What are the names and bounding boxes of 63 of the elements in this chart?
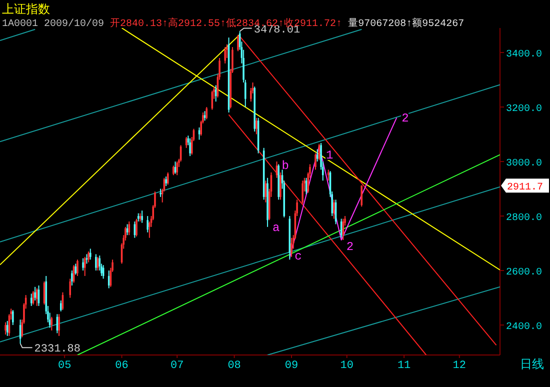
candlestick [34, 286, 36, 301]
candlestick [76, 259, 78, 276]
text: 日线 [520, 357, 544, 371]
annotation: a [272, 220, 280, 235]
candlestick [82, 258, 84, 272]
candlestick [224, 46, 226, 64]
candlestick [176, 161, 178, 176]
candlestick [146, 216, 148, 233]
y-tick-label: 3200.0 [506, 104, 542, 116]
candlestick [36, 288, 38, 306]
y-tick-label: 3000.0 [506, 158, 542, 170]
x-tick-label: 08 [228, 360, 241, 372]
line-series [289, 117, 398, 258]
candlestick [198, 126, 200, 140]
annotation: 2 [402, 112, 409, 126]
candlestick [58, 314, 60, 336]
candlestick [90, 248, 92, 260]
candlestick [30, 293, 32, 306]
candlestick [165, 176, 167, 187]
candlestick [316, 148, 318, 162]
x-tick-label: 12 [452, 360, 466, 372]
x-tick-label: 11 [397, 360, 412, 372]
candlestick [136, 218, 138, 237]
candlestick [333, 199, 335, 220]
candlestick [69, 278, 72, 298]
candlestick [4, 322, 6, 336]
y-tick-label: 2400.0 [506, 322, 542, 334]
candlestick [280, 172, 282, 200]
candlestick [237, 34, 239, 52]
candlestick [71, 270, 73, 286]
candlestick [256, 117, 258, 135]
y-tick-label: 3400.0 [506, 50, 542, 61]
x-tick-label: 07 [170, 360, 184, 372]
y-tick-label: 2600.0 [506, 268, 542, 279]
candlestick [84, 256, 86, 276]
candlestick [12, 310, 14, 326]
candlestick [302, 180, 304, 204]
candlestick [108, 270, 110, 289]
candlestick [167, 172, 169, 186]
chart-title: 上证指数 [2, 2, 50, 16]
x-tick-label: 10 [340, 360, 354, 372]
candlestick [141, 210, 143, 224]
annotation: 1 [326, 148, 334, 163]
candlestick [328, 169, 330, 182]
x-tick-label: 06 [115, 360, 128, 372]
x-tick-label: 05 [58, 360, 72, 372]
annotation: 2 [346, 240, 354, 254]
candlestick [60, 300, 62, 312]
annotation: 2331.88 [34, 344, 81, 356]
candlestick [189, 138, 191, 157]
candlestick [360, 184, 363, 208]
annotation: 3478.01 [254, 24, 300, 36]
candlestick [314, 152, 316, 170]
annotation: b [282, 158, 289, 173]
candlestick [95, 254, 97, 272]
text: 2911.7 [507, 182, 544, 194]
candlestick [172, 165, 174, 176]
candlestick [206, 106, 208, 120]
y-tick-label: 2800.0 [506, 213, 542, 224]
candlestick [204, 110, 206, 122]
x-tick-label: 09 [284, 360, 298, 372]
annotation: c [294, 250, 302, 264]
candlestick [290, 237, 292, 258]
